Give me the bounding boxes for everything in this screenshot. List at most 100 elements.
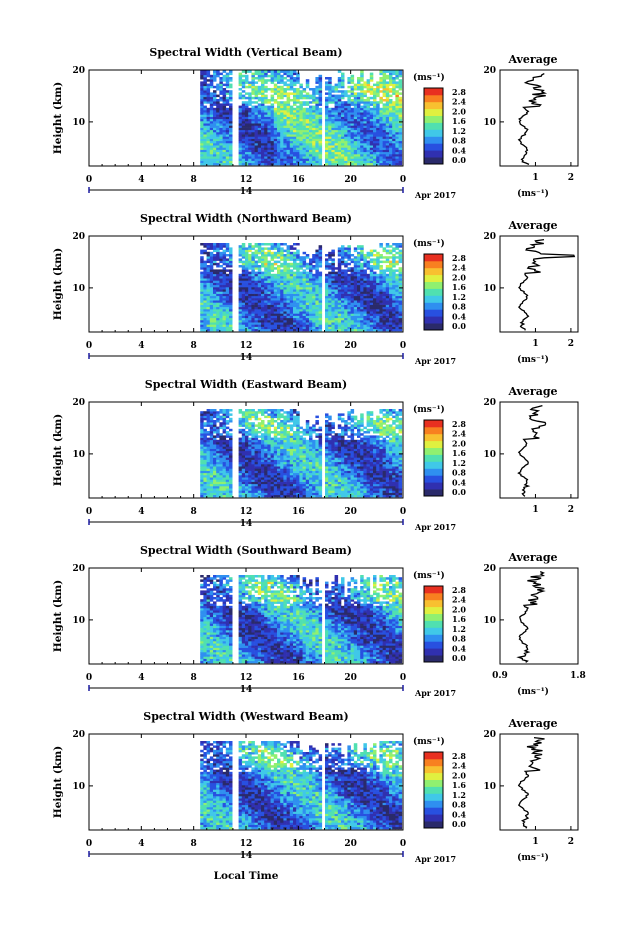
heat-cell	[245, 295, 249, 299]
heat-cell	[331, 116, 335, 120]
heat-cell	[363, 328, 367, 332]
heat-cell	[325, 103, 329, 106]
heat-cell	[379, 322, 383, 325]
heat-cell	[366, 313, 371, 316]
heat-cell	[203, 138, 207, 142]
heat-cell	[216, 313, 220, 316]
heat-cell	[206, 486, 211, 489]
heat-cell	[382, 127, 387, 131]
heat-cell	[331, 112, 335, 115]
heat-cell	[277, 273, 281, 277]
heat-cell	[293, 160, 297, 164]
heat-cell	[305, 306, 310, 310]
heat-cell	[251, 129, 255, 133]
heat-cell	[264, 282, 268, 286]
heat-cell	[382, 284, 387, 288]
heat-cell	[209, 96, 214, 100]
heat-cell	[206, 282, 211, 286]
heat-cell	[302, 302, 307, 305]
heat-cell	[225, 138, 230, 142]
heat-cell	[293, 247, 297, 250]
heat-cell	[203, 324, 207, 327]
heat-cell	[392, 289, 396, 292]
heat-cell	[241, 125, 246, 128]
heat-cell	[334, 123, 339, 126]
heat-cell	[334, 162, 339, 166]
heat-cell	[325, 116, 329, 120]
heat-cell	[296, 118, 300, 122]
heat-cell	[334, 282, 339, 286]
heat-cell	[379, 273, 383, 277]
heat-cell	[283, 105, 287, 109]
heat-cell	[331, 251, 335, 255]
heat-cell	[341, 302, 345, 305]
heat-cell	[350, 328, 355, 332]
heat-cell	[293, 302, 297, 305]
heat-cell	[389, 121, 393, 124]
heat-cell	[305, 156, 310, 159]
heat-cell	[376, 123, 380, 126]
heat-cell	[245, 151, 249, 155]
heat-cell	[315, 99, 319, 102]
heat-cell	[213, 287, 217, 290]
heat-cell	[369, 125, 374, 128]
heat-cell	[350, 162, 355, 166]
heat-cell	[341, 278, 345, 281]
heat-cell	[257, 90, 262, 93]
heat-cell	[296, 291, 300, 294]
heat-cell	[366, 300, 371, 303]
heat-cell	[203, 260, 207, 264]
heat-cell	[347, 134, 351, 137]
heat-cell	[209, 490, 214, 493]
heat-cell	[251, 118, 255, 122]
heat-cell	[251, 293, 255, 297]
heat-cell	[222, 79, 227, 82]
heat-cell	[273, 304, 278, 308]
heat-cell	[283, 311, 287, 314]
heat-cell	[334, 300, 339, 303]
heat-cell	[360, 143, 364, 146]
heat-cell	[261, 123, 265, 126]
heat-cell	[267, 269, 271, 272]
heat-cell	[245, 96, 249, 100]
heat-cell	[392, 311, 396, 314]
heat-cell	[229, 317, 233, 321]
heat-cell	[363, 151, 367, 155]
heat-cell	[216, 461, 220, 465]
heat-cell	[203, 160, 207, 164]
heat-cell	[373, 92, 377, 95]
heat-cell	[222, 90, 227, 93]
heat-cell	[222, 442, 227, 445]
heat-cell	[213, 481, 217, 485]
heat-cell	[213, 134, 217, 137]
heat-cell	[315, 105, 319, 109]
heat-cell	[206, 74, 211, 78]
heat-cell	[360, 92, 364, 95]
heat-cell	[341, 143, 345, 146]
heat-cell	[344, 140, 348, 144]
heat-cell	[222, 494, 227, 498]
heat-cell	[229, 304, 233, 308]
heat-cell	[385, 282, 390, 286]
heat-cell	[353, 317, 358, 321]
heat-cell	[241, 114, 246, 117]
heat-cell	[369, 127, 374, 131]
heat-cell	[347, 114, 351, 117]
heat-cell	[219, 247, 223, 250]
heat-cell	[270, 129, 275, 133]
heat-cell	[213, 494, 217, 498]
heat-cell	[385, 276, 390, 279]
heat-cell	[203, 149, 207, 153]
heat-cell	[328, 145, 332, 148]
heat-cell	[222, 304, 227, 308]
heat-cell	[222, 96, 227, 100]
heat-cell	[203, 267, 207, 270]
heat-cell	[200, 149, 204, 153]
heat-cell	[209, 455, 214, 458]
heat-cell	[315, 132, 319, 135]
heat-cell	[318, 145, 323, 148]
heat-cell	[286, 291, 291, 294]
heat-cell	[248, 295, 252, 299]
heat-cell	[261, 249, 265, 253]
heat-cell	[254, 158, 259, 161]
